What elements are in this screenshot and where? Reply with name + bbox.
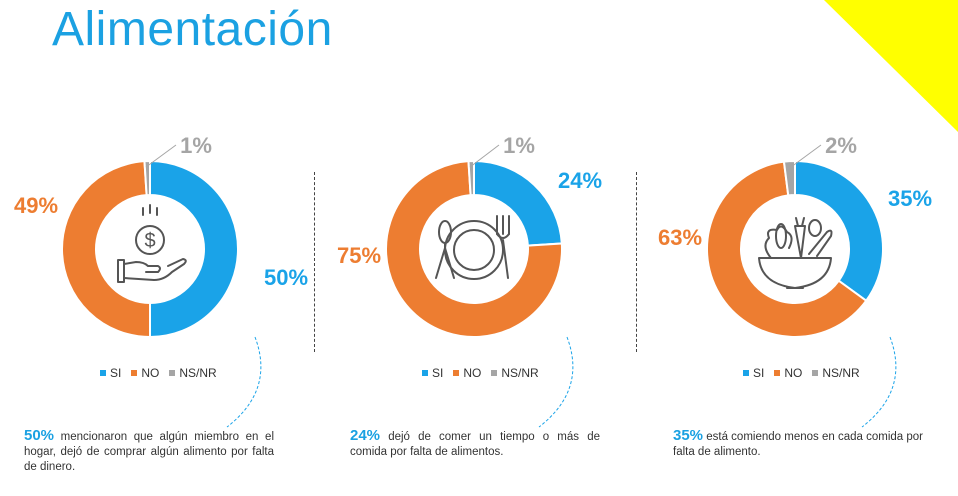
legend-item-no: NO	[774, 366, 802, 380]
slice-si	[149, 159, 239, 339]
slice-no	[706, 160, 868, 338]
leader-line	[469, 144, 500, 168]
legend-item-nsnr: NS/NR	[491, 366, 539, 380]
legend-item-nsnr: NS/NR	[169, 366, 217, 380]
decorative-arc	[538, 336, 574, 428]
caption-3: 35% está comiendo menos en cada comida p…	[673, 427, 923, 458]
caption-2: 24% dejó de comer un tiempo o más de com…	[350, 427, 600, 458]
plate-cutlery-icon	[435, 215, 510, 280]
leader-line	[145, 144, 177, 168]
leader-line	[790, 144, 822, 168]
label-no: 63%	[658, 225, 702, 250]
divider	[636, 172, 637, 352]
chart-panel-2: 24% 75% 1% SI NO NS/NR 24% dejó de comer u…	[322, 0, 652, 496]
slice-no	[61, 160, 151, 339]
label-nsnr: 1%	[180, 133, 212, 158]
legend-item-si: SI	[743, 366, 764, 380]
divider	[314, 172, 315, 352]
legend: SI NO NS/NR	[422, 366, 539, 380]
chart-panel-1: 50% 49% 1% $ SI NO NS/NR 50% mencionaron q…	[0, 0, 330, 496]
legend-item-no: NO	[453, 366, 481, 380]
legend-item-nsnr: NS/NR	[812, 366, 860, 380]
slice-si	[794, 159, 884, 303]
decorative-arc	[226, 336, 262, 428]
slice-nsnr	[782, 159, 796, 197]
legend-item-no: NO	[131, 366, 159, 380]
label-si: 35%	[888, 186, 932, 211]
legend-item-si: SI	[422, 366, 443, 380]
decorative-arc	[861, 336, 897, 428]
donut-chart-1: 50% 49% 1% $	[14, 133, 308, 339]
slice-si	[473, 159, 563, 247]
label-nsnr: 2%	[825, 133, 857, 158]
page-title: Alimentación	[52, 3, 333, 56]
label-no: 75%	[337, 243, 381, 268]
label-si: 50%	[264, 265, 308, 290]
svg-text:$: $	[144, 230, 155, 252]
caption-1: 50% mencionaron que algún miembro en el …	[24, 427, 274, 473]
slice-no	[385, 160, 563, 338]
label-si: 24%	[558, 168, 602, 193]
slice-nsnr	[467, 159, 475, 197]
legend: SI NO NS/NR	[743, 366, 860, 380]
vegetable-bowl-icon	[758, 217, 833, 289]
donut-chart-3: 35% 63% 2%	[658, 133, 932, 338]
donut-chart-2: 24% 75% 1%	[337, 133, 602, 338]
legend: SI NO NS/NR	[100, 366, 217, 380]
money-hand-icon: $	[117, 204, 187, 283]
slice-nsnr	[143, 159, 151, 197]
legend-item-si: SI	[100, 366, 121, 380]
chart-panel-3: 35% 63% 2% SI NO NS/NR 35% está comiendo m…	[645, 0, 958, 496]
label-no: 49%	[14, 193, 58, 218]
label-nsnr: 1%	[503, 133, 535, 158]
